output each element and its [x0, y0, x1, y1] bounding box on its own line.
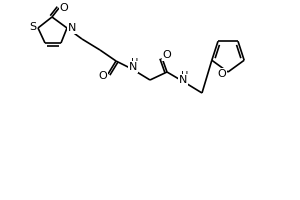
- Text: O: O: [163, 50, 171, 60]
- Text: N: N: [68, 23, 76, 33]
- Text: O: O: [99, 71, 107, 81]
- Text: N: N: [129, 62, 137, 72]
- Text: H: H: [181, 71, 189, 81]
- Text: S: S: [29, 22, 37, 32]
- Text: O: O: [218, 69, 226, 79]
- Text: N: N: [179, 75, 187, 85]
- Text: O: O: [60, 3, 68, 13]
- Text: H: H: [131, 58, 139, 68]
